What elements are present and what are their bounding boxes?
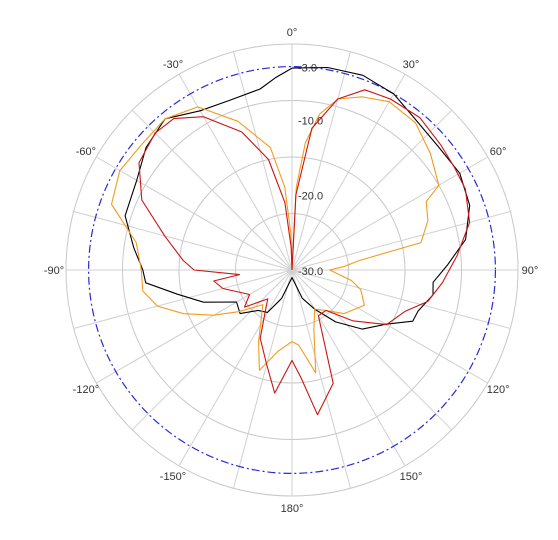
grid-spoke (291, 74, 406, 271)
polar-grid (65, 43, 519, 497)
radial-tick-label: -3.0 (298, 63, 317, 75)
angle-tick-label: -60° (76, 146, 96, 158)
angle-tick-label: -150° (160, 471, 186, 483)
radial-tick-label: -10.0 (298, 115, 323, 127)
series-trace-2 (138, 89, 471, 416)
grid-spoke (96, 156, 293, 271)
radial-tick-label: -20.0 (298, 191, 323, 203)
grid-spoke (291, 156, 488, 271)
angle-tick-label: 120° (487, 384, 510, 396)
grid-spoke (291, 269, 351, 489)
angle-tick-label: -90° (44, 265, 64, 277)
grid-spoke (291, 211, 511, 271)
angle-tick-label: 60° (490, 146, 507, 158)
grid-spoke (178, 74, 293, 271)
angle-tick-label: 180° (281, 503, 304, 515)
radial-tick-labels: -3.0 -10.0 -20.0 -30.0 (298, 63, 323, 278)
series-trace-1 (110, 96, 440, 374)
grid-spoke (291, 51, 351, 271)
grid-spoke (291, 269, 406, 466)
grid-spoke (291, 269, 488, 384)
angle-tick-label: 30° (403, 59, 420, 71)
angle-tick-label: 0° (287, 27, 298, 39)
grid-spoke (73, 211, 293, 271)
angle-tick-label: 90° (522, 265, 539, 277)
angle-tick-label: -120° (73, 384, 99, 396)
angle-tick-label: -30° (163, 59, 183, 71)
grid-spoke (73, 269, 293, 329)
grid-spoke (131, 269, 293, 431)
grid-spoke (178, 269, 293, 466)
grid-spoke (291, 269, 511, 329)
angle-tick-labels: 0° 30° 60° 90° 120° 150° 180° -150° -120° -90° -60… (44, 27, 538, 515)
grid-spoke (233, 51, 293, 271)
grid-spoke (131, 109, 293, 271)
angle-tick-label: 150° (400, 471, 423, 483)
reference-circle-minus3db (88, 66, 496, 474)
grid-spoke (291, 109, 453, 271)
grid-spoke (233, 269, 293, 489)
grid-spoke (96, 269, 293, 384)
radial-tick-label: -30.0 (298, 266, 323, 278)
series-layer (110, 66, 471, 416)
grid-spoke (291, 269, 453, 431)
